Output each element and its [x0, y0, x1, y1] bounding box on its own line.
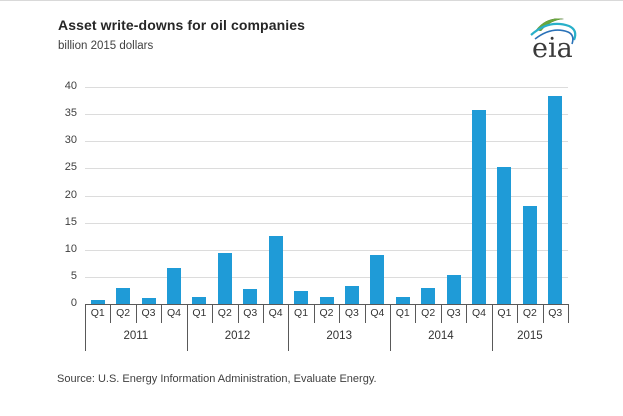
gridline-y-20	[85, 195, 568, 197]
quarter-separator	[110, 304, 112, 323]
bar-2013-Q3	[344, 286, 359, 304]
year-label-2013: 2013	[326, 330, 352, 342]
quarter-separator	[517, 304, 519, 323]
y-tick-label-15: 15	[64, 215, 77, 228]
gridline-y-30	[85, 141, 568, 143]
bar-2013-Q1	[294, 290, 309, 304]
quarter-label-2013-Q3: Q3	[344, 307, 359, 319]
quarter-label-2013-Q4: Q4	[370, 307, 385, 319]
quarter-label-2014-Q4: Q4	[472, 307, 487, 319]
year-label-2012: 2012	[224, 330, 251, 342]
bar-2012-Q1	[192, 297, 207, 304]
quarter-label-2011-Q3: Q3	[141, 307, 156, 319]
quarter-label-2014-Q3: Q3	[446, 307, 461, 319]
quarter-separator	[237, 304, 239, 323]
gridline-y-15	[85, 222, 568, 224]
bar-2014-Q4	[472, 109, 487, 304]
quarter-label-2013-Q2: Q2	[319, 307, 334, 319]
y-tick-label-10: 10	[64, 242, 77, 255]
quarter-label-2012-Q3: Q3	[243, 307, 258, 319]
eia-logo: eia	[530, 18, 577, 64]
y-tick-label-5: 5	[70, 269, 77, 282]
axis-divider-start	[85, 304, 86, 351]
plot-area	[85, 87, 568, 304]
quarter-separator	[161, 304, 163, 323]
bar-2014-Q2	[421, 288, 436, 304]
quarter-separator	[313, 304, 315, 323]
axis-divider-end	[568, 304, 569, 323]
y-tick-label-35: 35	[64, 107, 77, 120]
quarter-label-2011-Q2: Q2	[116, 307, 131, 319]
year-divider-2014	[491, 304, 493, 351]
gridline-y-40	[85, 87, 568, 88]
quarter-label-2015-Q2: Q2	[522, 307, 537, 319]
bar-2011-Q3	[141, 298, 156, 304]
quarter-label-2014-Q1: Q1	[395, 307, 410, 319]
quarter-separator	[262, 304, 264, 323]
gridline-y-10	[85, 249, 568, 251]
bar-2012-Q3	[243, 288, 258, 304]
y-tick-label-0: 0	[70, 297, 77, 309]
y-tick-label-25: 25	[64, 161, 77, 174]
gridline-y-25	[85, 168, 568, 170]
y-tick-label-20: 20	[64, 188, 77, 201]
y-tick-label-40: 40	[64, 80, 77, 92]
quarter-separator	[364, 304, 366, 323]
source-note: Source: U.S. Energy Information Administ…	[57, 373, 377, 385]
year-divider-2013	[390, 304, 392, 351]
quarter-label-2015-Q1: Q1	[497, 307, 512, 319]
quarter-label-2015-Q3: Q3	[548, 307, 563, 319]
year-divider-2012	[288, 304, 290, 351]
bar-2015-Q3	[548, 95, 563, 304]
quarter-label-2013-Q1: Q1	[294, 307, 309, 319]
bar-2015-Q1	[497, 166, 512, 304]
year-label-2014: 2014	[428, 330, 454, 342]
bar-2012-Q2	[217, 253, 232, 304]
quarter-separator	[212, 304, 214, 323]
bar-2011-Q1	[90, 300, 105, 304]
quarter-label-2014-Q2: Q2	[421, 307, 436, 319]
gridline-y-35	[85, 114, 568, 116]
quarter-separator	[542, 304, 544, 323]
year-divider-2011	[186, 304, 188, 351]
chart-units-label: billion 2015 dollars	[58, 40, 154, 52]
quarter-separator	[415, 304, 417, 323]
bar-2015-Q2	[522, 206, 537, 304]
bar-2012-Q4	[268, 235, 283, 304]
quarter-label-2011-Q1: Q1	[90, 307, 105, 319]
bar-2011-Q2	[116, 287, 131, 304]
quarter-separator	[440, 304, 442, 323]
bar-2011-Q4	[166, 267, 181, 304]
bar-2013-Q2	[319, 297, 334, 304]
quarter-separator	[466, 304, 468, 323]
quarter-separator	[339, 304, 341, 323]
gridline-y-5	[85, 276, 568, 278]
year-label-2011: 2011	[123, 330, 149, 342]
y-tick-label-30: 30	[64, 134, 77, 147]
quarter-label-2011-Q4: Q4	[166, 307, 181, 319]
year-label-2015: 2015	[517, 330, 543, 342]
bar-2013-Q4	[370, 255, 385, 304]
quarter-label-2012-Q4: Q4	[268, 307, 283, 319]
bar-2014-Q1	[395, 297, 410, 304]
chart-title: Asset write-downs for oil companies	[58, 17, 305, 33]
quarter-label-2012-Q1: Q1	[192, 307, 207, 319]
eia-logo-text: eia	[532, 33, 573, 64]
bar-2014-Q3	[446, 274, 461, 304]
quarter-separator	[135, 304, 137, 323]
x-axis-line	[85, 304, 569, 305]
quarter-label-2012-Q2: Q2	[217, 307, 232, 319]
